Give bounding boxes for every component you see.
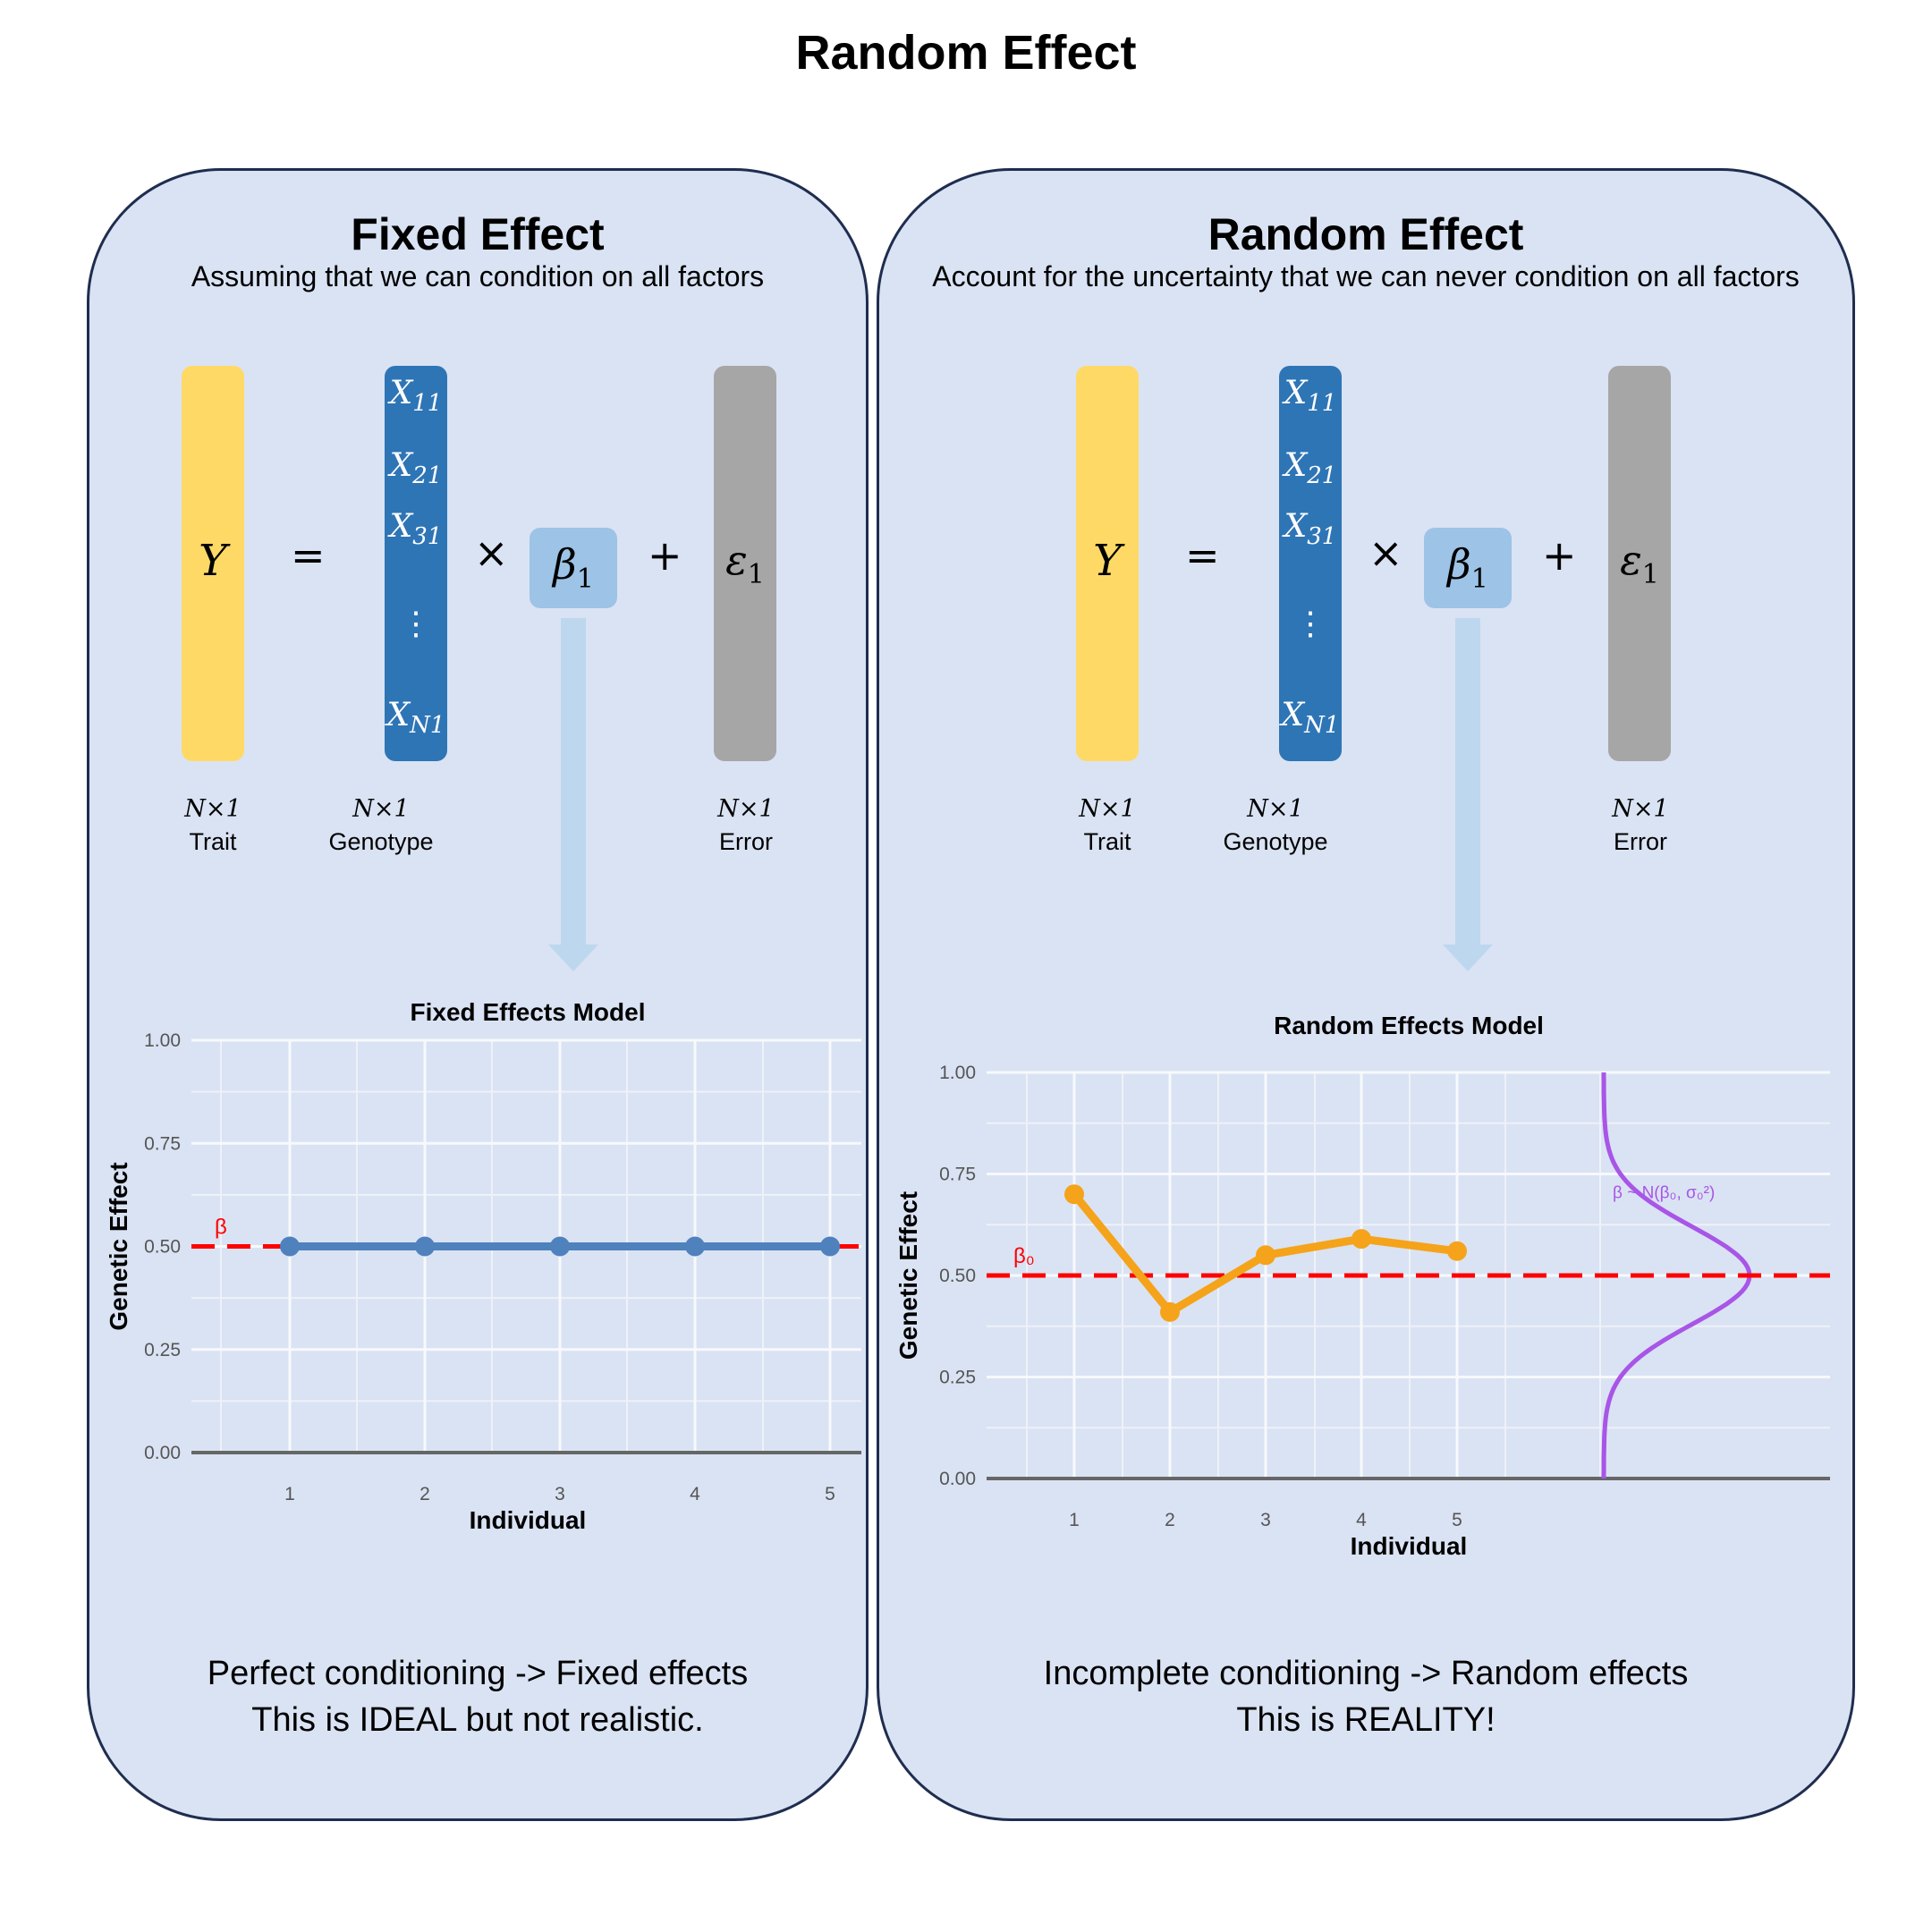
genotype-ellipsis: ⋮	[400, 606, 432, 642]
y-tick-label: 1.00	[144, 1030, 181, 1051]
random-effect-panel: Random Effect Account for the uncertaint…	[877, 168, 1855, 1821]
data-point	[1352, 1229, 1371, 1250]
main-title: Random Effect	[795, 26, 1137, 80]
fixed-footer-line2: This is IDEAL but not realistic.	[251, 1701, 704, 1739]
data-point	[820, 1236, 840, 1257]
x-axis-label: Individual	[470, 1506, 587, 1534]
fixed-footer: Perfect conditioning -> Fixed effects Th…	[89, 1650, 866, 1743]
x-tick-label: 5	[1452, 1510, 1462, 1530]
trait-vector-bar: Y	[1076, 366, 1139, 761]
data-point	[685, 1236, 705, 1257]
y-symbol: Y	[1093, 536, 1122, 586]
genotype-entry: X21	[1284, 447, 1337, 490]
random-effects-chart: 0.00 0.25 0.50 0.75 1.00 1 2 3 4 5 Random Effects …	[894, 1012, 1830, 1560]
y-tick-label: 0.00	[939, 1469, 976, 1489]
beta-symbol: β1	[1447, 540, 1488, 596]
genotype-vector-bar: X11 X21 X31 ⋮ XN1	[1279, 366, 1342, 761]
data-point	[415, 1236, 435, 1257]
density-label: β ~ N(β₀, σ₀²)	[1613, 1184, 1715, 1203]
fixed-panel-subtitle: Assuming that we can condition on all fa…	[191, 260, 765, 292]
trait-vector-bar: Y	[182, 366, 244, 761]
genotype-entry: X21	[389, 447, 443, 490]
data-point	[280, 1236, 300, 1257]
x-tick-label: 5	[825, 1484, 835, 1504]
genotype-ellipsis: ⋮	[1294, 606, 1326, 642]
y-axis-label: Genetic Effect	[894, 1191, 922, 1360]
random-footer: Incomplete conditioning -> Random effect…	[879, 1650, 1852, 1743]
chart-title: Random Effects Model	[1274, 1012, 1544, 1039]
data-point	[550, 1236, 570, 1257]
y-symbol: Y	[199, 536, 227, 586]
times-sign: ×	[474, 529, 509, 577]
random-footer-line2: This is REALITY!	[1236, 1701, 1496, 1739]
x-tick-label: 2	[419, 1484, 430, 1504]
plus-sign: +	[648, 531, 682, 580]
down-arrow	[548, 618, 598, 971]
y-tick-label: 0.25	[144, 1340, 181, 1360]
y-tick-label: 0.00	[144, 1443, 181, 1463]
beta-box: β1	[1424, 528, 1512, 608]
y-tick-label: 0.25	[939, 1368, 976, 1388]
x-tick-label: 4	[690, 1484, 700, 1504]
random-panel-title: Random Effect	[1208, 209, 1524, 259]
plus-sign: +	[1542, 531, 1577, 580]
genotype-entry: X31	[389, 508, 443, 551]
down-arrow	[1443, 618, 1493, 971]
x-tick-label: 1	[284, 1484, 295, 1504]
error-vector-bar: ε1	[714, 366, 776, 761]
beta-symbol: β1	[553, 540, 594, 596]
fixed-effects-chart: 0.00 0.25 0.50 0.75 1.00 1 2 3 4 5 Fixed Effects M…	[105, 998, 861, 1534]
x-tick-label: 3	[1260, 1510, 1271, 1530]
epsilon-symbol: ε1	[1620, 536, 1659, 591]
genotype-entry: X11	[1284, 375, 1337, 418]
x-tick-label: 4	[1356, 1510, 1367, 1530]
random-panel-subtitle: Account for the uncertainty that we can …	[932, 260, 1800, 292]
y-tick-label: 0.50	[144, 1237, 181, 1258]
times-sign: ×	[1368, 529, 1403, 577]
error-vector-bar: ε1	[1608, 366, 1671, 761]
genotype-entry: X31	[1284, 508, 1337, 551]
fixed-effect-panel: Fixed Effect Assuming that we can condit…	[87, 168, 869, 1821]
x-tick-label: 1	[1069, 1510, 1080, 1530]
genotype-entry: XN1	[386, 697, 445, 740]
data-point	[1064, 1184, 1084, 1205]
epsilon-symbol: ε1	[725, 536, 765, 591]
y-tick-label: 0.75	[144, 1133, 181, 1154]
error-label: N×1 Error	[1612, 795, 1669, 855]
fixed-footer-line1: Perfect conditioning -> Fixed effects	[207, 1655, 749, 1692]
fixed-panel-title: Fixed Effect	[351, 209, 605, 259]
error-label: N×1 Error	[717, 795, 775, 855]
x-tick-label: 3	[555, 1484, 565, 1504]
data-point	[1160, 1301, 1180, 1322]
random-footer-line1: Incomplete conditioning -> Random effect…	[1043, 1655, 1689, 1692]
x-tick-label: 2	[1165, 1510, 1175, 1530]
genotype-vector-bar: X11 X21 X31 ⋮ XN1	[385, 366, 447, 761]
reference-label: β₀	[1013, 1244, 1035, 1268]
y-tick-label: 0.75	[939, 1165, 976, 1185]
equals-sign: =	[1185, 531, 1220, 580]
trait-label: N×1 Trait	[1079, 795, 1136, 855]
y-axis-label: Genetic Effect	[105, 1162, 132, 1330]
x-axis-label: Individual	[1351, 1532, 1468, 1560]
trait-label: N×1 Trait	[184, 795, 242, 855]
chart-title: Fixed Effects Model	[411, 998, 646, 1026]
genotype-entry: X11	[389, 375, 443, 418]
genotype-entry: XN1	[1281, 697, 1340, 740]
data-point	[1447, 1241, 1467, 1261]
beta-box: β1	[530, 528, 617, 608]
data-point	[1256, 1245, 1275, 1266]
reference-label: β	[215, 1216, 227, 1240]
genotype-label: N×1 Genotype	[328, 795, 434, 855]
y-tick-label: 0.50	[939, 1266, 976, 1286]
genotype-label: N×1 Genotype	[1223, 795, 1328, 855]
y-tick-label: 1.00	[939, 1063, 976, 1083]
equals-sign: =	[291, 531, 326, 580]
